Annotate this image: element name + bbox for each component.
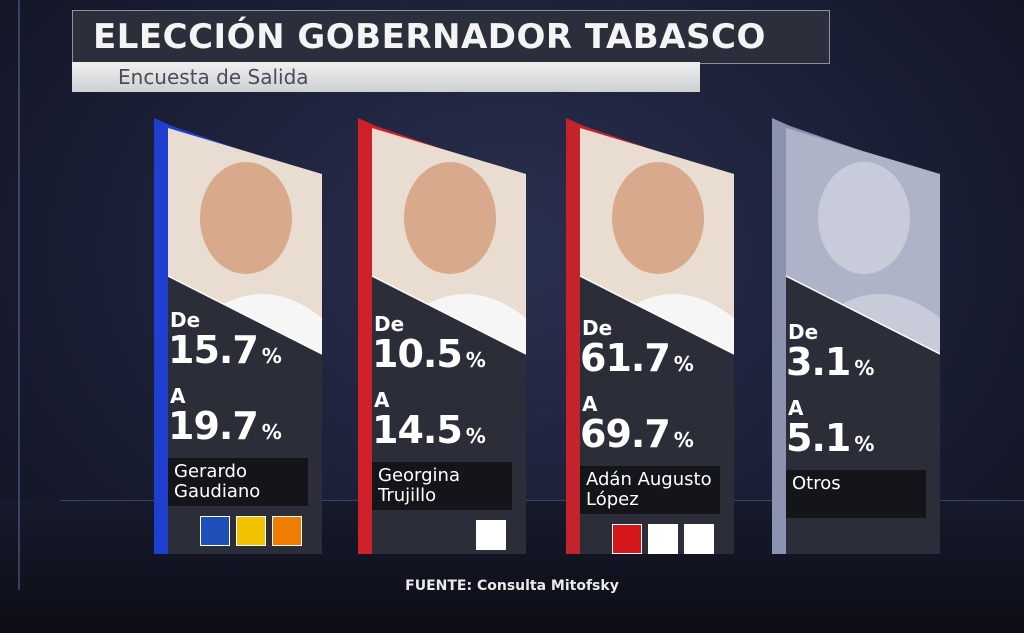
party-logo-icon [648, 524, 678, 554]
candidate-name-line: Trujillo [378, 485, 437, 506]
from-value: 3.1% [786, 340, 874, 384]
card-divider [167, 275, 322, 355]
from-value: 15.7% [168, 328, 282, 372]
chart-title: ELECCIÓN GOBERNADOR TABASCO [93, 17, 766, 57]
candidate-name-line: Otros [792, 473, 841, 494]
silhouette-head-icon [818, 162, 910, 274]
from-label: De [170, 308, 201, 332]
candidate-name-line: Gaudiano [174, 481, 261, 502]
card-divider [785, 275, 940, 355]
candidate-name: Adán Augusto López [580, 466, 720, 514]
to-label: A [582, 392, 598, 416]
unit-label: % [261, 420, 282, 444]
to-value: 19.7% [168, 404, 282, 448]
card-divider [579, 275, 734, 355]
frame-line-left [18, 0, 20, 590]
unit-label: % [673, 428, 694, 452]
candidate-name-line: Gerardo [174, 461, 247, 482]
silhouette-head-icon [200, 162, 292, 274]
card-divider [371, 275, 526, 355]
to-value: 14.5% [372, 408, 486, 452]
candidate-name: Otros [786, 470, 926, 518]
to-label: A [788, 396, 804, 420]
party-logo-icon [200, 516, 230, 546]
frame-line-floor [60, 500, 1024, 501]
unit-label: % [854, 432, 874, 456]
from-label: De [788, 320, 819, 344]
title-box: ELECCIÓN GOBERNADOR TABASCO [72, 10, 830, 64]
unit-label: % [673, 352, 694, 376]
party-logo-icon [236, 516, 266, 546]
unit-label: % [261, 344, 282, 368]
party-logo-icon [476, 520, 506, 550]
party-logo-icon [272, 516, 302, 546]
unit-label: % [854, 356, 874, 380]
candidate-name-line: López [586, 489, 639, 510]
party-logo-icon [612, 524, 642, 554]
party-logo-icon [684, 524, 714, 554]
from-value: 61.7% [580, 336, 694, 380]
from-value: 10.5% [372, 332, 486, 376]
unit-label: % [465, 348, 486, 372]
to-value: 5.1% [786, 416, 874, 460]
unit-label: % [465, 424, 486, 448]
to-value: 69.7% [580, 412, 694, 456]
candidate-name-line: Georgina [378, 465, 460, 486]
from-label: De [582, 316, 613, 340]
to-label: A [170, 384, 186, 408]
candidate-name: Georgina Trujillo [372, 462, 512, 510]
from-label: De [374, 312, 405, 336]
source-note: FUENTE: Consulta Mitofsky [405, 578, 619, 594]
to-label: A [374, 388, 390, 412]
subtitle-box: Encuesta de Salida [72, 62, 700, 92]
chart-subtitle: Encuesta de Salida [118, 65, 309, 89]
candidate-card: De 3.1% A 5.1% Otros [772, 118, 940, 554]
candidate-name: Gerardo Gaudiano [168, 458, 308, 506]
silhouette-head-icon [612, 162, 704, 274]
candidate-name-line: Adán Augusto [586, 469, 712, 490]
silhouette-head-icon [404, 162, 496, 274]
candidate-card: De 61.7% A 69.7% Adán Augusto López [566, 118, 734, 554]
candidate-card: De 10.5% A 14.5% Georgina Trujillo [358, 118, 526, 554]
candidate-card: De 15.7% A 19.7% Gerardo Gaudiano [154, 118, 322, 554]
